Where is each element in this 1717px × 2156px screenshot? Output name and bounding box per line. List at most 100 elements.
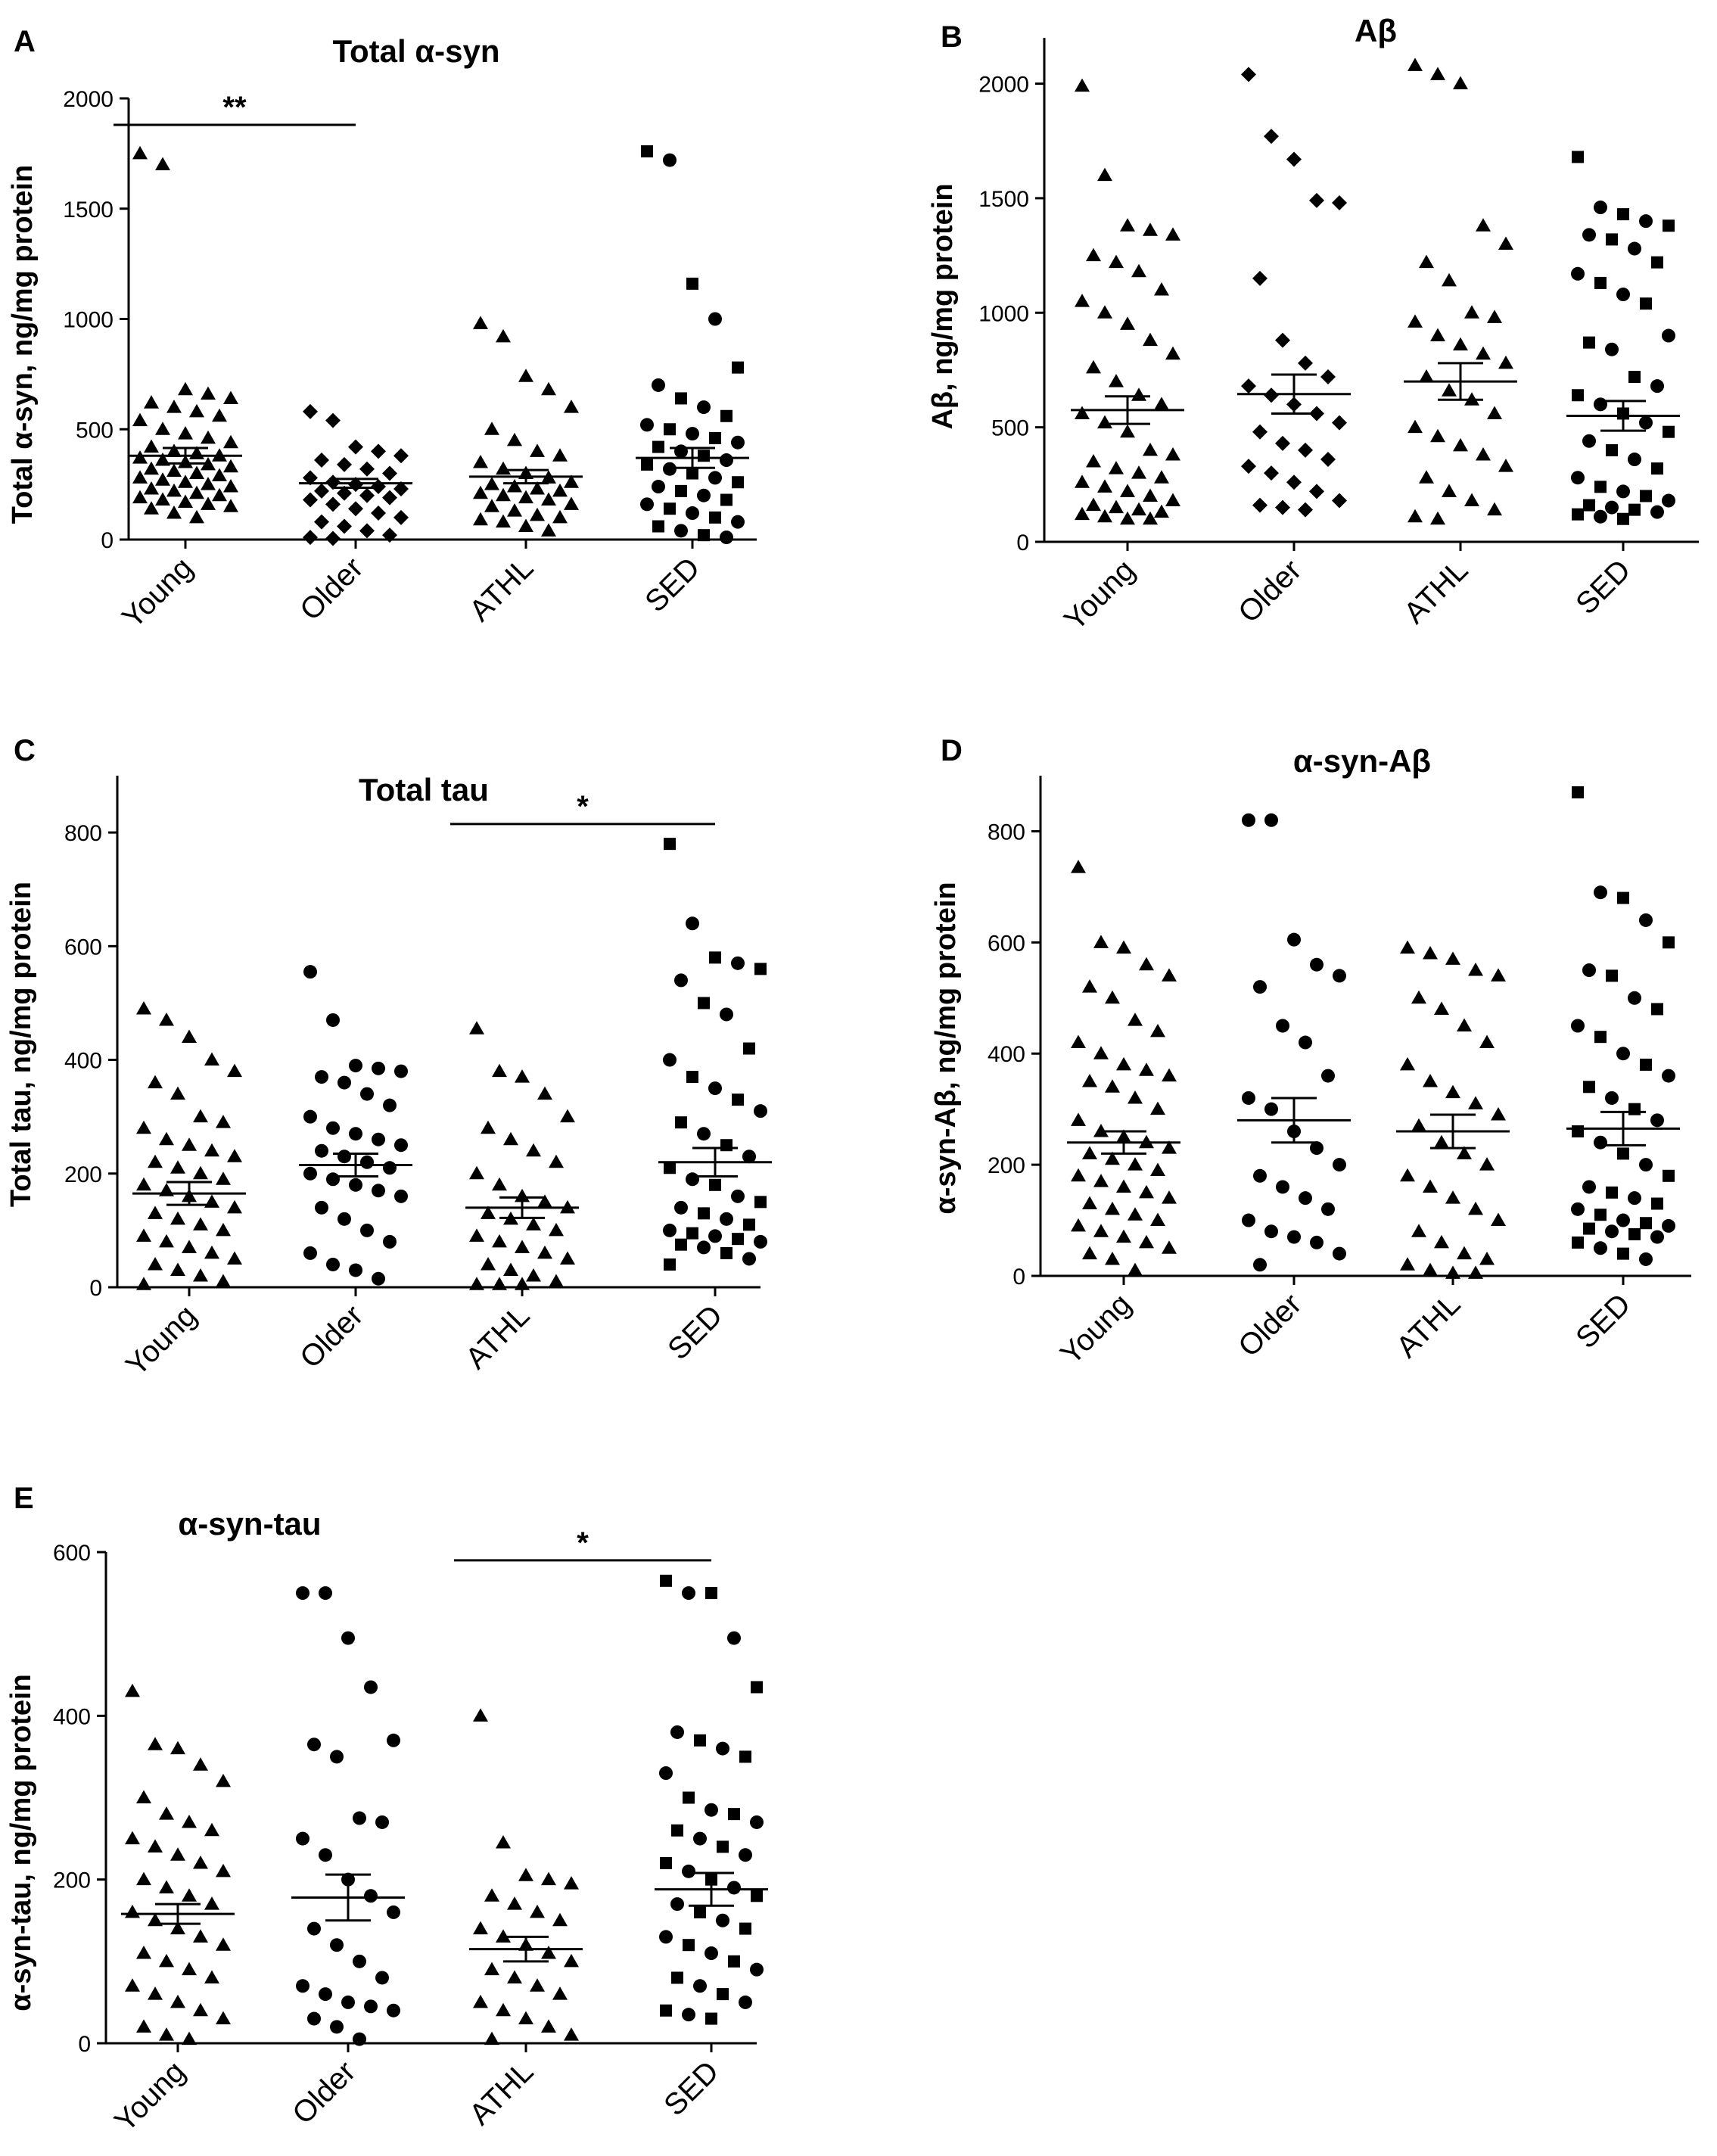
panel-d-data-point xyxy=(1287,1230,1301,1244)
panel-e-data-point xyxy=(182,1962,197,1976)
panel-a-data-point xyxy=(144,481,159,495)
panel-b-data-point xyxy=(1075,294,1090,307)
panel-e-data-point xyxy=(739,1995,752,2009)
panel-e-data-point xyxy=(353,1811,366,1825)
panel-b-data-point xyxy=(1430,67,1445,80)
panel-a-data-point xyxy=(212,487,227,502)
panel-c-data-point xyxy=(227,1199,242,1214)
panel-a-data-point xyxy=(314,514,329,530)
panel-b-data-point xyxy=(1663,219,1675,232)
panel-d-data-point xyxy=(1082,979,1097,993)
panel-a-data-point xyxy=(371,443,386,459)
panel-d-data-point xyxy=(1411,990,1426,1004)
panel-c-data-point xyxy=(303,965,317,979)
panel-b-data-point xyxy=(1408,314,1423,328)
panel-c-data-point xyxy=(515,1069,530,1083)
panel-e-data-point xyxy=(484,2031,499,2046)
panel-e-data-point xyxy=(136,1946,151,1959)
panel-a-data-point xyxy=(348,501,363,517)
panel-b-data-point xyxy=(1320,452,1336,468)
panel-e-data-point xyxy=(125,1683,140,1697)
panel-a-data-point xyxy=(189,509,204,524)
panel-d-data-point xyxy=(1491,1107,1506,1121)
panel-d-data-point xyxy=(1639,1158,1653,1172)
panel-c-data-point xyxy=(394,1064,408,1078)
panel-b-data-point xyxy=(1571,471,1585,485)
panel-b-data-point xyxy=(1628,503,1641,516)
panel-b-data-point xyxy=(1594,509,1607,524)
panel-e-data-point xyxy=(182,2031,197,2046)
panel-a-data-point xyxy=(564,496,579,510)
panel-b-data-point xyxy=(1298,502,1313,518)
panel-d-data-point xyxy=(1071,1168,1086,1182)
panel-d-data-point xyxy=(1128,1157,1143,1171)
panel-c-data-point xyxy=(469,1228,484,1242)
panel-e-data-point xyxy=(148,1839,163,1853)
panel-a-data-point xyxy=(166,443,182,457)
panel-e-data-point xyxy=(541,1946,556,1959)
panel-b-data-point xyxy=(1640,490,1652,502)
panel-e-data-point xyxy=(159,1806,174,1820)
panel-e-data-point xyxy=(728,1955,740,1968)
panel-d-data-point xyxy=(1242,1090,1255,1105)
panel-a-data-point xyxy=(393,481,409,496)
panel-a-data-point xyxy=(382,527,397,543)
panel-a-data-point xyxy=(496,514,511,528)
panel-b-data-point xyxy=(1109,499,1124,514)
panel-c-data-point xyxy=(372,1132,385,1146)
panel-a-data-point xyxy=(212,408,227,422)
panel-c-data-point xyxy=(383,1234,397,1249)
panel-e-data-point xyxy=(564,1876,579,1890)
panel-d-data-point xyxy=(1310,1235,1324,1249)
panel-e-data-point xyxy=(170,1741,185,1755)
panel-a-y-tick-label: 1500 xyxy=(63,198,114,222)
panel-b-data-point xyxy=(1241,459,1256,474)
panel-e-data-point xyxy=(364,1889,378,1903)
panel-d-data-point xyxy=(1457,1018,1472,1031)
panel-e-data-point xyxy=(170,1921,185,1935)
panel-d-data-point xyxy=(1082,1073,1097,1087)
panel-a-data-point xyxy=(155,157,170,170)
panel-a-data-point xyxy=(731,435,745,450)
panel-e-data-point xyxy=(341,1631,355,1645)
panel-e-data-point xyxy=(204,1822,219,1837)
panel-b-data-point xyxy=(1408,419,1423,434)
panel-c-data-point xyxy=(698,1207,710,1220)
panel-c-significance-label: * xyxy=(577,790,589,823)
panel-e-data-point xyxy=(552,1912,568,1927)
panel-a-data-point xyxy=(720,493,733,506)
panel-e-data-point xyxy=(341,1995,355,2009)
panel-a-data-point xyxy=(166,463,182,478)
panel-e-data-point xyxy=(319,1848,332,1862)
panel-d-data-point xyxy=(1594,1209,1607,1221)
panel-e-data-point xyxy=(136,1871,151,1886)
panel-e-data-point xyxy=(716,1741,729,1756)
panel-b-data-point xyxy=(1154,504,1169,518)
panel-d-data-point xyxy=(1128,1262,1143,1277)
panel-b-data-point xyxy=(1154,470,1169,484)
panel-b-data-point xyxy=(1572,389,1584,402)
panel-e-data-point xyxy=(518,1868,533,1881)
panel-e-data-point xyxy=(353,1954,366,1968)
panel-c-data-point xyxy=(315,1143,328,1158)
panel-c-data-point xyxy=(170,1160,185,1174)
panel-c-data-point xyxy=(731,1189,745,1203)
panel-e-data-point xyxy=(296,1979,309,1993)
panel-d-data-point xyxy=(1333,1246,1346,1261)
panel-b-data-point xyxy=(1109,374,1124,387)
panel-d-data-point xyxy=(1468,1096,1483,1109)
panel-e-data-point xyxy=(670,1725,684,1739)
panel-b-y-tick-label: 1000 xyxy=(978,301,1029,326)
panel-a-data-point xyxy=(732,361,744,374)
panel-c-data-point xyxy=(754,1196,767,1209)
panel-a-data-point xyxy=(518,490,533,504)
panel-d-data-point xyxy=(1253,1258,1267,1272)
panel-d-data-point xyxy=(1162,1190,1177,1204)
panel-a-data-point xyxy=(155,422,170,435)
panel-a-letter: A xyxy=(14,25,36,58)
panel-e-data-point xyxy=(727,1631,741,1645)
panel-b-data-point xyxy=(1498,355,1513,369)
panel-c-data-point xyxy=(204,1245,219,1259)
panel-d-data-point xyxy=(1651,1197,1663,1210)
panel-d-data-point xyxy=(1333,1158,1346,1172)
